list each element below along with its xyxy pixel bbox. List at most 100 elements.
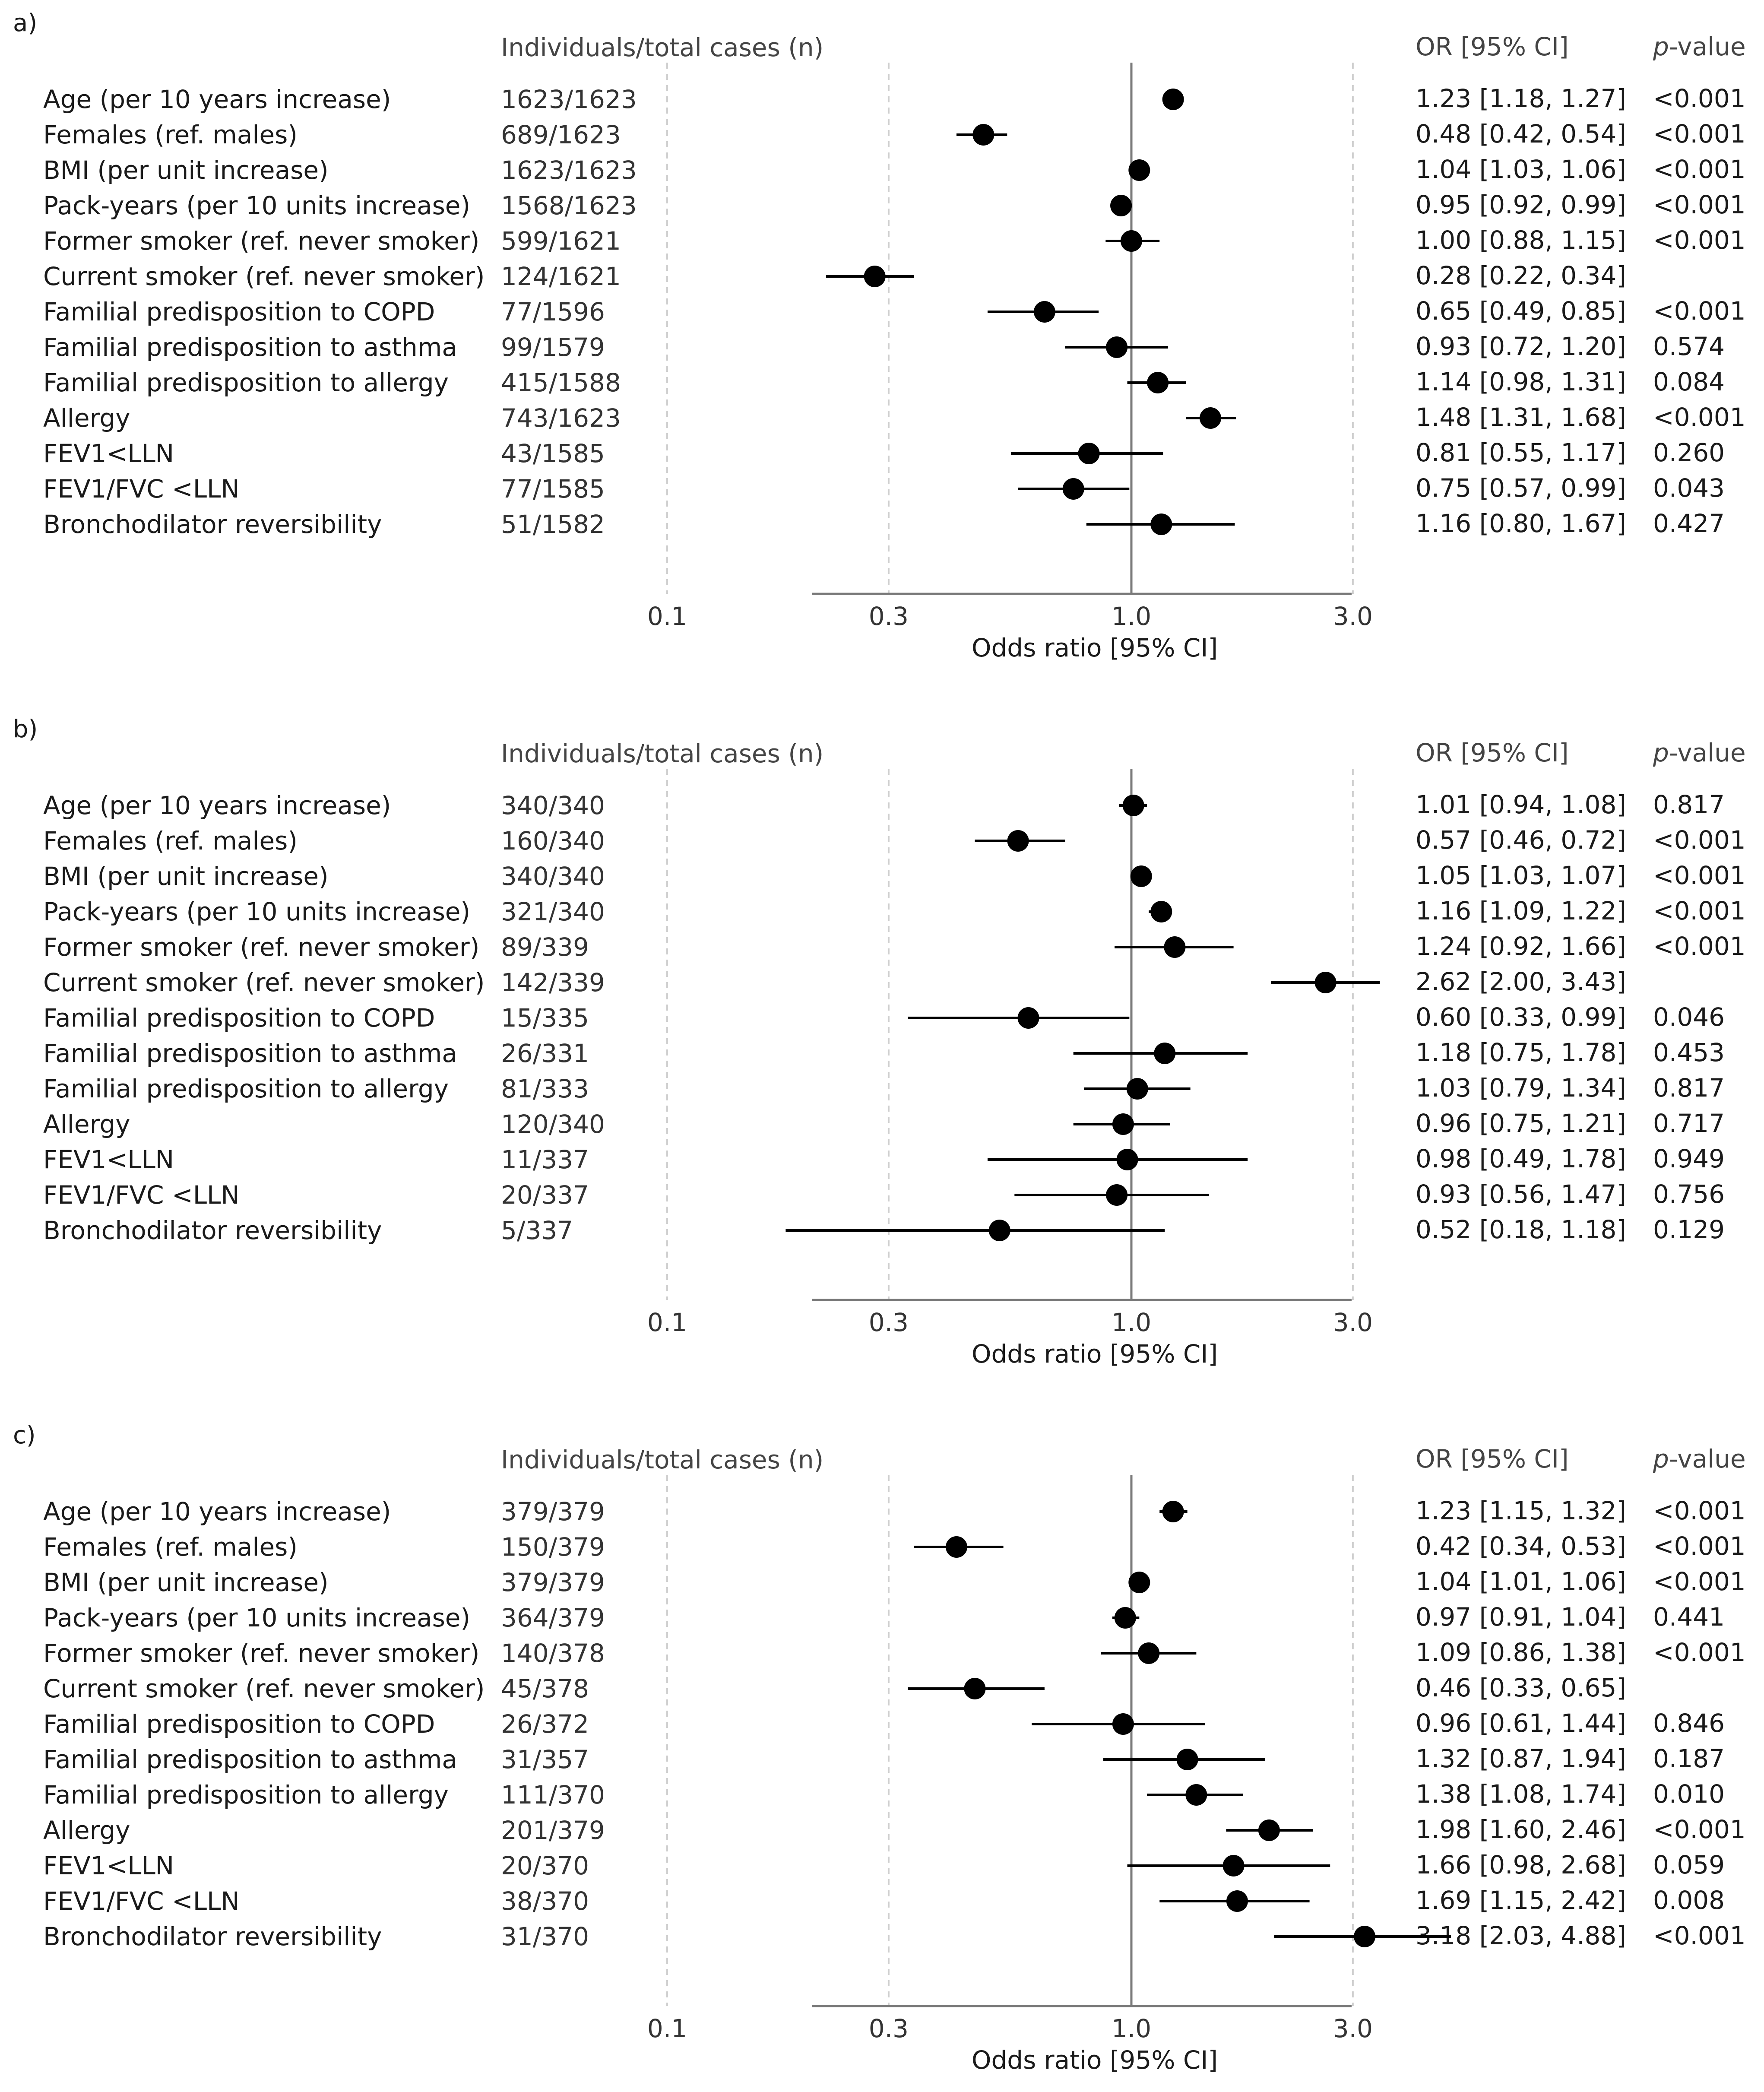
row-count: 26/372 bbox=[501, 1709, 589, 1739]
forest-row: Females (ref. males) 150/379 0.42 [0.34, 0… bbox=[43, 1531, 1746, 1562]
row-count: 31/357 bbox=[501, 1745, 589, 1774]
row-p-value: 0.046 bbox=[1653, 1002, 1725, 1032]
row-or-ci: 0.81 [0.55, 1.17] bbox=[1416, 438, 1626, 467]
row-or-ci: 0.65 [0.49, 0.85] bbox=[1416, 296, 1626, 326]
row-label: Familial predisposition to COPD bbox=[43, 1003, 435, 1033]
forest-row: BMI (per unit increase) 379/379 1.04 [1.01… bbox=[43, 1567, 1746, 1597]
header-p-value: p-value bbox=[1653, 1444, 1746, 1474]
x-tick-label: 3.0 bbox=[1333, 602, 1373, 631]
row-p-value: <0.001 bbox=[1653, 1815, 1746, 1844]
row-label: Allergy bbox=[43, 1816, 130, 1845]
point-estimate bbox=[1114, 1607, 1136, 1629]
row-count: 120/340 bbox=[501, 1109, 605, 1139]
forest-row: Bronchodilator reversibility 51/1582 1.16 … bbox=[43, 509, 1725, 539]
row-p-value: <0.001 bbox=[1653, 84, 1746, 113]
row-count: 31/370 bbox=[501, 1922, 589, 1951]
row-or-ci: 1.04 [1.01, 1.06] bbox=[1416, 1567, 1626, 1596]
row-p-value: 0.427 bbox=[1653, 509, 1725, 538]
forest-row: Former smoker (ref. never smoker) 140/378… bbox=[43, 1638, 1746, 1668]
row-count: 321/340 bbox=[501, 897, 605, 926]
header-p-value: p-value bbox=[1653, 32, 1746, 61]
forest-row: Familial predisposition to asthma 99/1579… bbox=[43, 332, 1725, 362]
row-label: Females (ref. males) bbox=[43, 826, 298, 856]
row-p-value: <0.001 bbox=[1653, 190, 1746, 219]
row-or-ci: 0.60 [0.33, 0.99] bbox=[1416, 1002, 1626, 1032]
row-count: 415/1588 bbox=[501, 368, 621, 397]
point-estimate bbox=[1121, 230, 1142, 252]
row-label: BMI (per unit increase) bbox=[43, 155, 329, 185]
header-p-value: p-value bbox=[1653, 738, 1746, 767]
row-p-value: 0.010 bbox=[1653, 1779, 1725, 1809]
row-p-value: <0.001 bbox=[1653, 119, 1746, 149]
row-p-value: 0.129 bbox=[1653, 1215, 1725, 1244]
row-or-ci: 0.75 [0.57, 0.99] bbox=[1416, 473, 1626, 503]
row-or-ci: 1.16 [1.09, 1.22] bbox=[1416, 896, 1626, 926]
row-p-value: 0.949 bbox=[1653, 1144, 1725, 1173]
point-estimate bbox=[988, 1220, 1010, 1241]
row-count: 20/337 bbox=[501, 1180, 589, 1210]
x-axis-title: Odds ratio [95% CI] bbox=[972, 2045, 1218, 2075]
point-estimate bbox=[1154, 1043, 1176, 1064]
point-estimate bbox=[1258, 1819, 1280, 1841]
row-or-ci: 1.66 [0.98, 2.68] bbox=[1416, 1850, 1626, 1880]
point-estimate bbox=[864, 266, 886, 287]
row-or-ci: 0.46 [0.33, 0.65] bbox=[1416, 1673, 1626, 1702]
header-or: OR [95% CI] bbox=[1416, 738, 1569, 767]
row-or-ci: 0.57 [0.46, 0.72] bbox=[1416, 825, 1626, 855]
row-label: BMI (per unit increase) bbox=[43, 1568, 329, 1597]
row-label: Familial predisposition to asthma bbox=[43, 1745, 457, 1774]
row-count: 43/1585 bbox=[501, 439, 605, 468]
row-p-value: <0.001 bbox=[1653, 896, 1746, 926]
forest-row: Allergy 743/1623 1.48 [1.31, 1.68] <0.001 bbox=[43, 403, 1746, 433]
point-estimate bbox=[1116, 1149, 1138, 1170]
row-label: Bronchodilator reversibility bbox=[43, 510, 382, 539]
row-label: Familial predisposition to asthma bbox=[43, 1039, 457, 1068]
row-p-value: 0.453 bbox=[1653, 1038, 1725, 1067]
x-tick-label: 0.1 bbox=[647, 602, 687, 631]
row-label: Former smoker (ref. never smoker) bbox=[43, 1639, 479, 1668]
point-estimate bbox=[1150, 513, 1172, 535]
row-count: 599/1621 bbox=[501, 226, 621, 256]
row-p-value: <0.001 bbox=[1653, 1638, 1746, 1667]
row-label: Current smoker (ref. never smoker) bbox=[43, 262, 485, 291]
forest-row: Current smoker (ref. never smoker) 45/378… bbox=[43, 1673, 1626, 1703]
row-count: 379/379 bbox=[501, 1497, 605, 1526]
forest-panel-3: c) Individuals/total cases (n) OR [95% CI]… bbox=[13, 1421, 1746, 2075]
row-or-ci: 0.95 [0.92, 0.99] bbox=[1416, 190, 1626, 219]
row-label: Familial predisposition to asthma bbox=[43, 333, 457, 362]
row-or-ci: 0.52 [0.18, 1.18] bbox=[1416, 1215, 1626, 1244]
row-count: 160/340 bbox=[501, 826, 605, 856]
row-count: 38/370 bbox=[501, 1886, 589, 1916]
point-estimate bbox=[1128, 159, 1150, 181]
row-p-value: <0.001 bbox=[1653, 296, 1746, 326]
row-or-ci: 1.23 [1.15, 1.32] bbox=[1416, 1496, 1626, 1525]
row-label: BMI (per unit increase) bbox=[43, 862, 329, 891]
forest-row: Familial predisposition to allergy 415/15… bbox=[43, 367, 1725, 397]
point-estimate bbox=[1200, 407, 1222, 429]
x-axis-title: Odds ratio [95% CI] bbox=[972, 1339, 1218, 1369]
forest-row: Familial predisposition to COPD 26/372 0.9… bbox=[43, 1708, 1725, 1739]
forest-row: Pack-years (per 10 units increase) 1568/1… bbox=[43, 190, 1746, 220]
x-tick-label: 1.0 bbox=[1112, 1308, 1151, 1337]
row-or-ci: 1.04 [1.03, 1.06] bbox=[1416, 155, 1626, 184]
x-tick-label: 3.0 bbox=[1333, 1308, 1373, 1337]
row-label: Age (per 10 years increase) bbox=[43, 85, 391, 114]
point-estimate bbox=[1062, 478, 1084, 500]
row-or-ci: 1.69 [1.15, 2.42] bbox=[1416, 1886, 1626, 1915]
point-estimate bbox=[1106, 336, 1128, 358]
forest-row: Bronchodilator reversibility 31/370 3.18 [… bbox=[43, 1921, 1746, 1951]
row-label: FEV1/FVC <LLN bbox=[43, 1886, 240, 1916]
row-p-value: <0.001 bbox=[1653, 1496, 1746, 1525]
point-estimate bbox=[1354, 1926, 1376, 1947]
row-count: 81/333 bbox=[501, 1074, 589, 1103]
row-or-ci: 1.01 [0.94, 1.08] bbox=[1416, 790, 1626, 819]
row-or-ci: 0.96 [0.61, 1.44] bbox=[1416, 1708, 1626, 1738]
row-count: 11/337 bbox=[501, 1145, 589, 1174]
header-individuals: Individuals/total cases (n) bbox=[501, 1445, 823, 1474]
row-label: Allergy bbox=[43, 1109, 130, 1139]
forest-row: Age (per 10 years increase) 1623/1623 1.23… bbox=[43, 84, 1746, 114]
row-or-ci: 1.18 [0.75, 1.78] bbox=[1416, 1038, 1626, 1067]
row-p-value: <0.001 bbox=[1653, 1921, 1746, 1950]
row-p-value: <0.001 bbox=[1653, 861, 1746, 890]
